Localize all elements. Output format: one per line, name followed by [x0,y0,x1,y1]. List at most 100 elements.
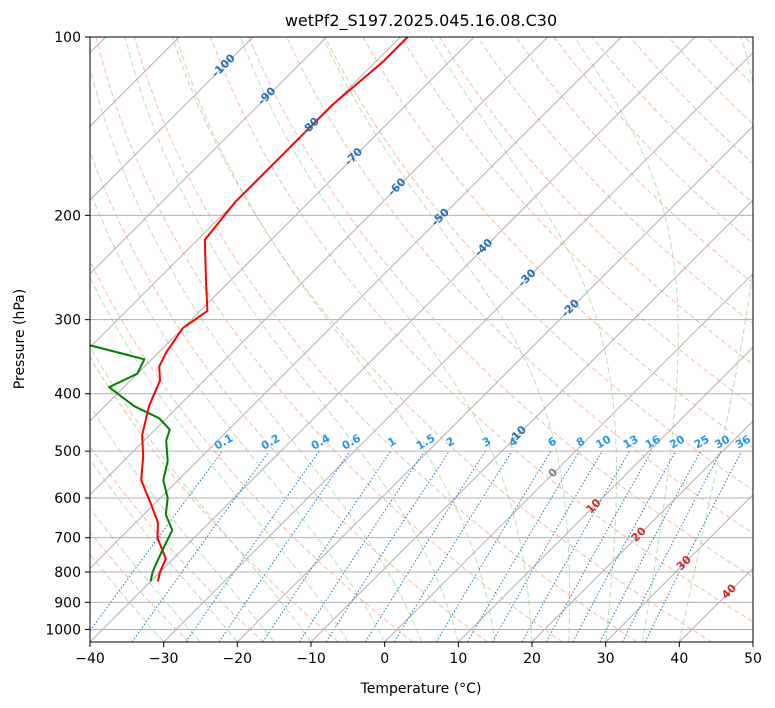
mixing-ratio-line [218,450,351,642]
dry-adiabat-line [438,37,753,366]
moist-adiabat-line [175,37,496,642]
isotherm-line [605,493,753,642]
dry-adiabat-line [706,37,753,86]
mixing-ratio-lines [90,450,743,642]
x-tick-label: 20 [523,651,541,667]
y-axis: 100 200 300 400 500 600 700 800 900 1000 [45,30,90,638]
isotherm-line [90,37,696,642]
isotherm-line [90,37,622,570]
dry-adiabat-line [133,37,638,642]
mixing-ratio-label: 10 [594,432,614,451]
dry-adiabat-line [95,37,563,642]
y-tick-label: 900 [54,595,81,611]
mixing-ratio-label: 0.4 [309,431,333,452]
isotherm-label: -70 [342,145,365,168]
dry-adiabat-line [90,356,339,642]
isotherm-line [752,641,753,642]
mixing-ratio-label: 16 [643,432,663,451]
mixing-ratio-line [467,450,580,642]
moist-adiabat-line [90,345,312,642]
x-axis: −40 −30 −20 −10 0 10 20 30 40 50 [75,642,762,667]
isotherm-label: -50 [429,205,452,228]
moist-adiabat-line [124,37,459,642]
temperature-profile-line [140,37,409,582]
dry-adiabats [90,37,753,642]
dry-adiabat-line [248,37,753,578]
x-tick-label: −10 [296,651,326,667]
dry-adiabat-line [90,259,414,642]
mixing-ratio-line [521,450,630,642]
isotherm-line [531,420,753,642]
isotherm-line [310,199,753,642]
mixing-ratio-label: 3 [480,435,493,450]
isotherm-label: -90 [255,84,278,107]
isotherm-line [384,272,753,642]
dry-adiabat-line [515,37,753,284]
moist-adiabat-line [574,37,679,642]
mixing-ratio-label: 0.1 [212,432,235,453]
y-tick-label: 700 [54,531,81,547]
mixing-ratio-line [621,450,722,642]
plot-frame [89,36,754,643]
isotherm-line [90,37,254,201]
mixing-ratio-line [298,450,425,642]
dry-adiabat-line [210,37,753,623]
moist-adiabat-line [430,37,617,642]
dry-adiabat-line [90,150,488,642]
x-tick-label: −40 [75,651,105,667]
mixing-ratio-label: 1.5 [414,432,437,453]
mixing-ratio-label: 0.2 [259,432,282,453]
dry-adiabat-line [591,37,753,204]
profile-series [90,37,409,582]
mixing-ratio-line [364,450,486,642]
isotherm-label: -100 [209,51,238,80]
y-tick-label: 1000 [45,622,81,638]
isotherm-line [90,37,328,275]
x-axis-label: Temperature (°C) [360,681,482,697]
moist-adiabat-line [90,405,275,642]
moist-adiabat-line [90,65,422,642]
y-tick-label: 400 [54,387,81,403]
x-tick-label: 50 [744,651,762,667]
mixing-ratio-line [131,450,270,642]
x-tick-label: 40 [670,651,688,667]
isotherm-line [678,567,753,642]
mixing-ratio-label: 2 [444,435,457,450]
mixing-ratio-line [545,450,653,642]
dry-adiabat-line [668,37,753,125]
isotherm-line [90,37,475,422]
dry-adiabat-line [171,37,712,642]
isotherm-label: -20 [559,296,582,319]
mixing-ratio-line [325,450,450,642]
mixing-ratio-label: 6 [546,434,559,449]
chart-title: wetPf2_S197.2025.045.16.08.C30 [285,11,557,31]
mixing-ratio-line [393,450,513,642]
mixing-ratio-line [90,450,223,632]
moist-adiabat-line [90,553,165,642]
moist-adiabat-line [90,507,201,642]
mixing-ratio-label: 13 [621,433,641,452]
y-tick-label: 100 [54,30,81,46]
mixing-ratio-label: 1 [385,435,398,450]
moist-adiabat-line [90,189,386,642]
mixing-ratio-label: 36 [733,432,753,451]
mixing-ratio-label: 0.6 [340,431,364,452]
isotherm-line [236,125,753,642]
x-tick-label: 0 [380,651,389,667]
mixing-ratio-line [262,450,392,642]
mixing-ratio-line [185,450,320,642]
moist-adiabats [90,37,753,642]
x-tick-label: 10 [449,651,467,667]
y-axis-label: Pressure (hPa) [12,289,28,389]
isotherm-label: -40 [472,236,495,259]
isotherm-line [90,37,549,496]
dry-adiabat-line [400,37,753,407]
moist-adiabat-line [678,37,753,642]
x-tick-label: −30 [149,651,179,667]
dry-adiabat-line [90,445,264,642]
mixing-ratio-line [435,450,552,642]
mixing-ratio-line [644,450,743,642]
mixing-ratio-line [599,450,701,642]
